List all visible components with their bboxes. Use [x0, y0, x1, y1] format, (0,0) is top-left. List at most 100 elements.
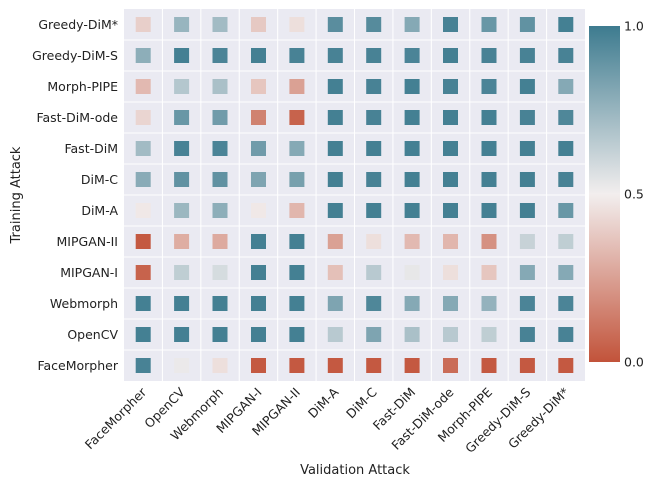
heatmap-cell	[212, 203, 228, 218]
heatmap-cell	[481, 110, 497, 125]
row-label: OpenCV	[67, 327, 118, 342]
heatmap-cell	[174, 48, 190, 63]
heatmap-cell	[327, 110, 343, 125]
heatmap-cell	[135, 358, 151, 373]
heatmap-cell	[519, 17, 535, 32]
colorbar-tick-label: 1.0	[624, 19, 644, 34]
heatmap-cell	[174, 327, 190, 342]
heatmap-cell	[404, 358, 420, 373]
colorbar-tick-label: 0.5	[624, 187, 644, 202]
heatmap-cell	[443, 358, 458, 373]
heatmap-cell	[327, 141, 343, 156]
row-tick-labels: Greedy-DiM* Greedy-DiM-S Morph-PIPE Fast-Di…	[32, 17, 119, 373]
heatmap-cell	[558, 203, 574, 218]
heatmap-cell	[443, 48, 458, 63]
heatmap-cell	[174, 265, 190, 280]
heatmap-cell	[366, 358, 382, 373]
row-label: MIPGAN-II	[57, 234, 118, 249]
heatmap-cell	[443, 265, 458, 280]
heatmap-cell	[366, 296, 382, 311]
heatmap-cell	[366, 17, 382, 32]
heatmap-cell	[135, 234, 151, 249]
heatmap-cell	[519, 358, 535, 373]
heatmap-cell	[443, 17, 458, 32]
row-label: FaceMorpher	[37, 358, 118, 373]
heatmap-cell	[135, 296, 151, 311]
heatmap-cell	[212, 48, 228, 63]
heatmap-cell	[135, 110, 151, 125]
heatmap-cell	[481, 141, 497, 156]
heatmap-cell	[289, 110, 305, 125]
heatmap-cell	[366, 172, 382, 187]
heatmap-cell	[481, 48, 497, 63]
heatmap-cell	[289, 265, 305, 280]
heatmap-cell	[135, 48, 151, 63]
heatmap-cell	[289, 203, 305, 218]
heatmap-cell	[558, 358, 574, 373]
heatmap-cell	[327, 17, 343, 32]
heatmap-cell	[443, 234, 458, 249]
heatmap-cell	[135, 17, 151, 32]
heatmap-cell	[251, 48, 266, 63]
heatmap-cell	[404, 141, 420, 156]
heatmap-cell	[443, 296, 458, 311]
heatmap-cell	[135, 327, 151, 342]
row-label: DiM-C	[81, 172, 118, 187]
heatmap-cell	[289, 48, 305, 63]
heatmap-cell	[174, 79, 190, 94]
heatmap-cell	[404, 327, 420, 342]
heatmap-cell	[174, 203, 190, 218]
heatmap-cell	[212, 265, 228, 280]
row-label: DiM-A	[81, 203, 118, 218]
heatmap-cell	[366, 79, 382, 94]
heatmap-cell	[366, 141, 382, 156]
heatmap-cell	[289, 79, 305, 94]
heatmap-cells	[135, 17, 574, 373]
heatmap-cell	[327, 296, 343, 311]
heatmap-cell	[366, 48, 382, 63]
colorbar-tick-label: 0.0	[624, 355, 644, 370]
column-label: DiM-A	[305, 384, 342, 421]
heatmap-cell	[327, 358, 343, 373]
heatmap-cell	[558, 17, 574, 32]
heatmap-cell	[289, 234, 305, 249]
heatmap-cell	[443, 327, 458, 342]
heatmap-cell	[443, 203, 458, 218]
heatmap-cell	[404, 234, 420, 249]
heatmap-cell	[558, 234, 574, 249]
heatmap-cell	[251, 79, 266, 94]
heatmap-cell	[404, 296, 420, 311]
heatmap-cell	[404, 203, 420, 218]
row-label: MIPGAN-I	[60, 265, 118, 280]
heatmap-cell	[481, 172, 497, 187]
heatmap-cell	[443, 79, 458, 94]
heatmap-cell	[519, 79, 535, 94]
heatmap-cell	[135, 141, 151, 156]
heatmap-cell	[519, 172, 535, 187]
heatmap-cell	[174, 17, 190, 32]
heatmap-cell	[519, 110, 535, 125]
heatmap-cell	[174, 110, 190, 125]
heatmap-cell	[251, 141, 266, 156]
column-label: DiM-C	[343, 384, 380, 421]
heatmap-cell	[251, 234, 266, 249]
heatmap-cell	[404, 265, 420, 280]
heatmap-cell	[327, 203, 343, 218]
heatmap-cell	[212, 172, 228, 187]
row-label: Fast-DiM-ode	[36, 110, 118, 125]
heatmap-cell	[366, 327, 382, 342]
heatmap-cell	[481, 17, 497, 32]
grid-lines	[124, 9, 585, 381]
heatmap-cell	[519, 296, 535, 311]
column-tick-labels: FaceMorpherOpenCVWebmorphMIPGAN-IMIPGAN-…	[82, 384, 572, 456]
heatmap-cell	[289, 358, 305, 373]
heatmap-cell	[366, 203, 382, 218]
row-label: Greedy-DiM-S	[32, 48, 118, 63]
heatmap-cell	[558, 48, 574, 63]
heatmap-cell	[251, 327, 266, 342]
heatmap-cell	[327, 327, 343, 342]
heatmap-cell	[558, 265, 574, 280]
heatmap-cell	[519, 141, 535, 156]
heatmap-cell	[212, 17, 228, 32]
